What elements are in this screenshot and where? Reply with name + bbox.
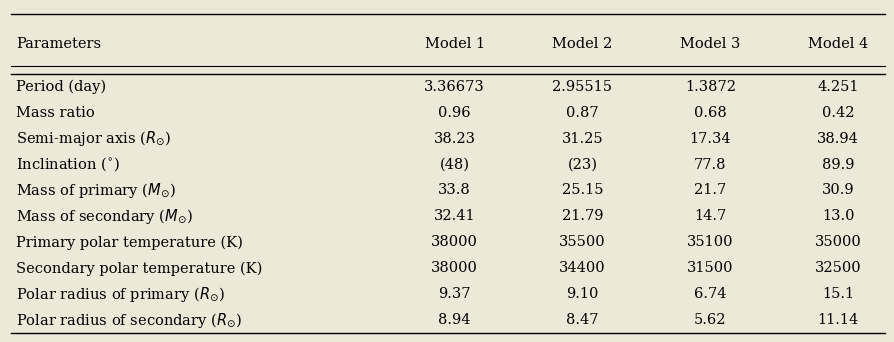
Text: (23): (23) [568,158,597,171]
Text: Mass of primary ($M_{\odot}$): Mass of primary ($M_{\odot}$) [16,181,176,200]
Text: 6.74: 6.74 [694,288,727,301]
Text: 30.9: 30.9 [822,184,855,197]
Text: Primary polar temperature (K): Primary polar temperature (K) [16,235,243,250]
Text: 13.0: 13.0 [822,210,855,223]
Text: 8.94: 8.94 [438,314,471,327]
Text: Period (day): Period (day) [16,79,106,94]
Text: 4.251: 4.251 [817,80,859,93]
Text: 38000: 38000 [431,236,478,249]
Text: 21.7: 21.7 [694,184,727,197]
Text: 9.37: 9.37 [438,288,471,301]
Text: 31.25: 31.25 [561,132,603,145]
Text: 34400: 34400 [559,262,606,275]
Text: Model 4: Model 4 [808,37,868,51]
Text: 32500: 32500 [814,262,862,275]
Text: 15.1: 15.1 [822,288,854,301]
Text: 38000: 38000 [431,262,478,275]
Text: 77.8: 77.8 [694,158,727,171]
Text: Polar radius of secondary ($R_{\odot}$): Polar radius of secondary ($R_{\odot}$) [16,311,242,330]
Text: 14.7: 14.7 [694,210,727,223]
Text: 35500: 35500 [559,236,606,249]
Text: 25.15: 25.15 [561,184,603,197]
Text: 0.68: 0.68 [694,106,727,119]
Text: 5.62: 5.62 [694,314,727,327]
Text: 8.47: 8.47 [566,314,599,327]
Text: 38.23: 38.23 [434,132,476,145]
Text: Secondary polar temperature (K): Secondary polar temperature (K) [16,261,263,276]
Text: 21.79: 21.79 [561,210,603,223]
Text: 9.10: 9.10 [566,288,599,301]
Text: Mass of secondary ($M_{\odot}$): Mass of secondary ($M_{\odot}$) [16,207,193,226]
Text: 0.42: 0.42 [822,106,855,119]
Text: 3.36673: 3.36673 [425,80,485,93]
Text: 17.34: 17.34 [689,132,731,145]
Text: Polar radius of primary ($R_{\odot}$): Polar radius of primary ($R_{\odot}$) [16,285,225,304]
Text: 35000: 35000 [814,236,862,249]
Text: Model 2: Model 2 [552,37,612,51]
Text: 31500: 31500 [687,262,734,275]
Text: (48): (48) [440,158,469,171]
Text: 89.9: 89.9 [822,158,855,171]
Text: Parameters: Parameters [16,37,101,51]
Text: Semi-major axis ($R_{\odot}$): Semi-major axis ($R_{\odot}$) [16,129,171,148]
Text: Model 1: Model 1 [425,37,485,51]
Text: 1.3872: 1.3872 [685,80,736,93]
Text: 35100: 35100 [687,236,734,249]
Text: Inclination ($^{\circ}$): Inclination ($^{\circ}$) [16,156,120,173]
Text: 32.41: 32.41 [434,210,476,223]
Text: 2.95515: 2.95515 [552,80,612,93]
Text: 0.87: 0.87 [566,106,599,119]
Text: 0.96: 0.96 [438,106,471,119]
Text: Mass ratio: Mass ratio [16,106,95,119]
Text: Model 3: Model 3 [680,37,740,51]
Text: 38.94: 38.94 [817,132,859,145]
Text: 11.14: 11.14 [817,314,859,327]
Text: 33.8: 33.8 [438,184,471,197]
